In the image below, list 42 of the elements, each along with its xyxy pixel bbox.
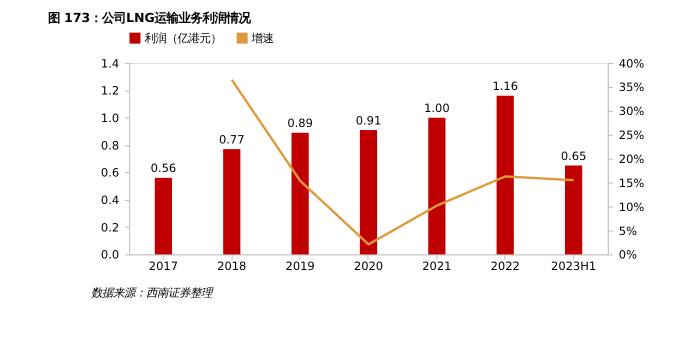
bar [428, 118, 446, 254]
source-note: 数据来源：西南证券整理 [90, 286, 214, 300]
x-tick-label: 2020 [354, 259, 384, 274]
y-tick-label: 1.4 [100, 56, 120, 70]
x-tick-label: 2017 [148, 259, 178, 274]
x-tick-label: 2019 [286, 259, 315, 274]
y-tick-label: 1.2 [100, 84, 120, 98]
bar [564, 166, 582, 254]
y-tick-label: 0.6 [100, 166, 120, 180]
x-tick-label: 2021 [422, 259, 452, 274]
x-tick-label: 2023H1 [551, 259, 596, 274]
data-label: 0.91 [356, 113, 382, 128]
chart-title: 图 173：公司LNG运输业务利润情况 [48, 10, 252, 25]
x-tick-label: 2018 [217, 259, 246, 274]
y2-tick-label: 25% [618, 128, 644, 142]
y2-tick-label: 30% [618, 104, 644, 118]
y-tick-label: 0.4 [100, 193, 120, 208]
x-tick-label: 2022 [490, 259, 520, 274]
data-label: 0.89 [287, 116, 313, 130]
y-tick-label: 1.0 [100, 110, 120, 125]
bar [292, 132, 309, 254]
legend-label: 增速 [250, 30, 274, 45]
y-tick-label: 0.8 [100, 138, 120, 152]
bar [496, 96, 514, 254]
y2-tick-label: 40% [618, 56, 644, 70]
bar [360, 130, 378, 254]
y-tick-label: 0.0 [100, 248, 120, 262]
data-label: 0.77 [218, 132, 245, 146]
legend-label: 利润（亿港元） [144, 30, 222, 45]
y2-tick-label: 10% [618, 200, 644, 214]
y2-tick-label: 35% [618, 80, 644, 94]
y2-tick-label: 0% [618, 248, 638, 262]
bar [223, 149, 240, 254]
data-label: 1.00 [424, 100, 450, 115]
y-tick-label: 0.2 [100, 220, 120, 234]
data-label: 0.65 [560, 148, 586, 163]
bar [154, 178, 172, 254]
y2-tick-label: 20% [618, 152, 644, 166]
data-label: 0.56 [150, 161, 176, 176]
data-label: 1.16 [492, 79, 518, 94]
y2-tick-label: 15% [618, 176, 644, 190]
y2-tick-label: 5% [618, 224, 638, 238]
